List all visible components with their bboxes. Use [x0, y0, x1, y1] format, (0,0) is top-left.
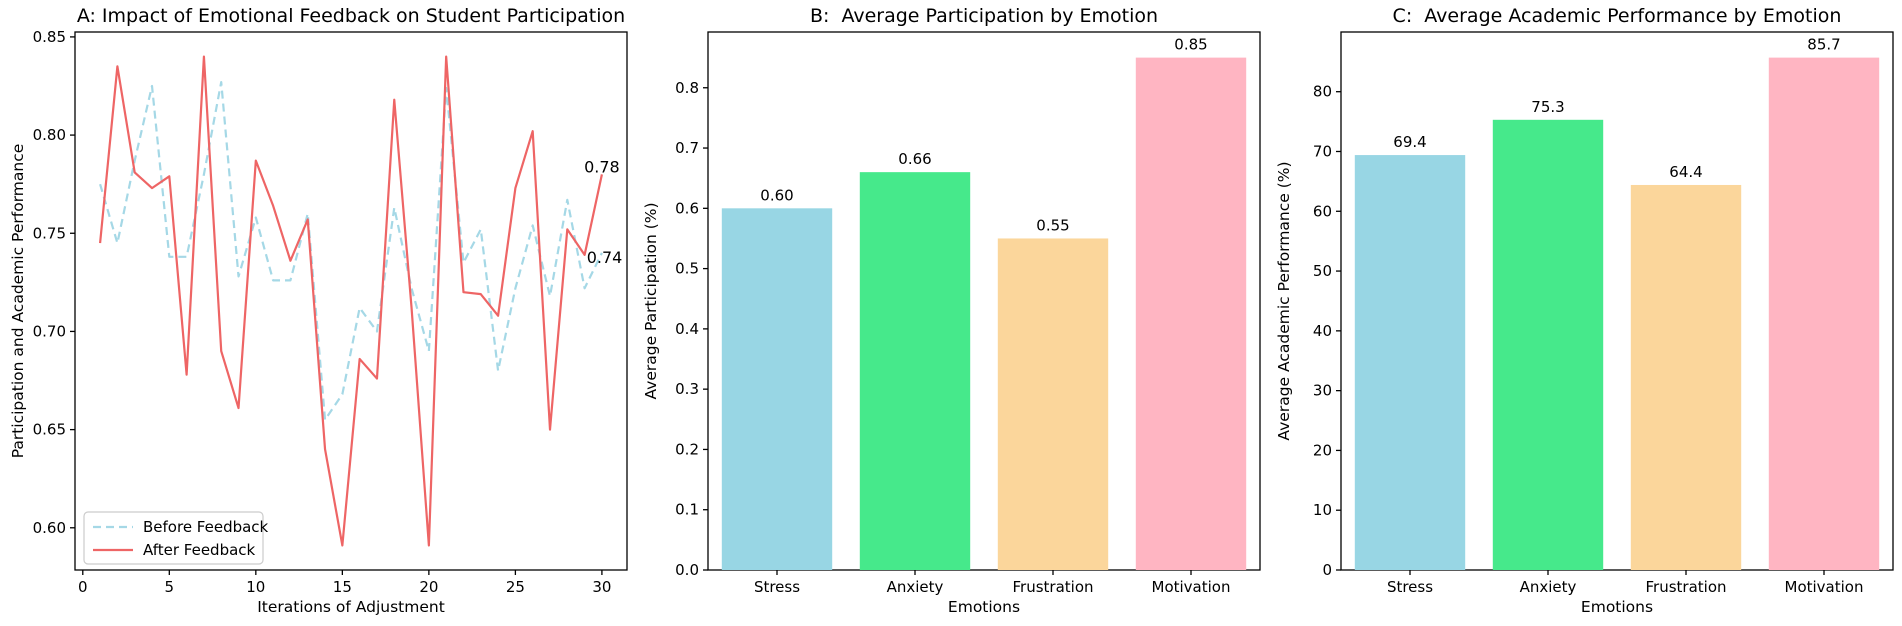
bar-stress — [721, 208, 833, 570]
y-tick-label: 0.3 — [675, 380, 699, 398]
y-tick-label: 10 — [1313, 501, 1332, 519]
y-tick-label: 0.85 — [33, 28, 66, 46]
x-tick-label: 20 — [419, 578, 438, 596]
bar-motivation — [1135, 57, 1247, 571]
y-tick-label: 20 — [1313, 441, 1332, 459]
y-tick-label: 0.60 — [33, 519, 66, 537]
y-tick-label: 0.4 — [675, 320, 699, 338]
category-label: Stress — [1387, 578, 1433, 596]
y-tick-label: 0 — [1322, 561, 1332, 579]
bar-value-label: 0.85 — [1174, 36, 1207, 54]
panel-participation-bar-chart: B: Average Participation by Emotion Emoti… — [642, 5, 1261, 616]
x-tick-label: 10 — [246, 578, 265, 596]
y-tick-label: 30 — [1313, 382, 1332, 400]
category-label: Stress — [754, 578, 800, 596]
bar-value-label: 0.60 — [760, 186, 793, 204]
plot-frame — [1340, 31, 1894, 571]
legend-label: After Feedback — [143, 541, 256, 559]
y-tick-label: 0.6 — [675, 199, 699, 217]
bar-motivation — [1768, 57, 1880, 571]
y-tick-label: 0.1 — [675, 501, 699, 519]
y-tick-label: 0.80 — [33, 126, 66, 144]
bar-frustration — [1630, 184, 1742, 571]
y-tick-label: 40 — [1313, 322, 1332, 340]
before-feedback-line — [99, 80, 603, 421]
panel-title: A: Impact of Emotional Feedback on Stude… — [77, 5, 625, 27]
panel-performance-bar-chart: C: Average Academic Performance by Emoti… — [1275, 5, 1894, 616]
bar-value-label: 64.4 — [1669, 163, 1702, 181]
panel-impact-line-chart: A: Impact of Emotional Feedback on Stude… — [9, 5, 628, 616]
bar-value-label: 69.4 — [1393, 133, 1426, 151]
plot-frame — [74, 31, 628, 571]
y-tick-label: 0.8 — [675, 79, 699, 97]
y-tick-label: 0.70 — [33, 322, 66, 340]
y-tick-label: 0.5 — [675, 260, 699, 278]
endpoint-annotation: 0.74 — [587, 248, 623, 267]
x-tick-label: 15 — [333, 578, 352, 596]
bar-anxiety — [859, 172, 971, 571]
after-feedback-line — [98, 55, 603, 547]
bar-value-label: 0.55 — [1036, 216, 1069, 234]
category-label: Frustration — [1646, 578, 1727, 596]
category-label: Anxiety — [887, 578, 944, 596]
y-tick-label: 0.75 — [33, 224, 66, 242]
category-label: Motivation — [1785, 578, 1864, 596]
y-tick-label: 0.65 — [33, 421, 66, 439]
y-axis-label: Average Participation (%) — [642, 202, 660, 399]
y-tick-label: 60 — [1313, 202, 1332, 220]
panel-title: B: Average Participation by Emotion — [810, 5, 1158, 27]
bar-value-label: 75.3 — [1531, 98, 1564, 116]
category-label: Frustration — [1013, 578, 1094, 596]
x-axis-label: Emotions — [948, 598, 1020, 616]
panel-title: C: Average Academic Performance by Emoti… — [1393, 5, 1842, 27]
y-axis-label: Average Academic Performance (%) — [1275, 161, 1293, 440]
category-label: Anxiety — [1520, 578, 1577, 596]
y-tick-label: 0.7 — [675, 139, 699, 157]
x-tick-label: 25 — [506, 578, 525, 596]
x-axis-label: Emotions — [1581, 598, 1653, 616]
bar-value-label: 85.7 — [1807, 36, 1840, 54]
y-tick-label: 50 — [1313, 262, 1332, 280]
y-tick-label: 0.0 — [675, 561, 699, 579]
y-axis-label: Participation and Academic Performance — [9, 144, 27, 459]
bar-stress — [1354, 155, 1466, 571]
x-tick-label: 0 — [78, 578, 88, 596]
x-axis-label: Iterations of Adjustment — [257, 598, 445, 616]
bar-anxiety — [1492, 119, 1604, 570]
y-tick-label: 70 — [1313, 142, 1332, 160]
y-tick-label: 80 — [1313, 83, 1332, 101]
legend: Before Feedback After Feedback — [83, 511, 269, 565]
plot-frame — [707, 31, 1261, 571]
category-label: Motivation — [1152, 578, 1231, 596]
x-tick-label: 30 — [592, 578, 611, 596]
x-tick-label: 5 — [165, 578, 175, 596]
endpoint-annotation: 0.78 — [584, 157, 620, 176]
bar-value-label: 0.66 — [898, 150, 931, 168]
bar-frustration — [997, 238, 1109, 570]
y-tick-label: 0.2 — [675, 440, 699, 458]
legend-label: Before Feedback — [143, 518, 269, 536]
